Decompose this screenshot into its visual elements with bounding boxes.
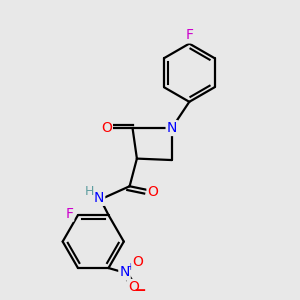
- Text: −: −: [133, 283, 146, 298]
- Text: O: O: [132, 255, 143, 269]
- Text: O: O: [128, 280, 139, 294]
- Text: O: O: [148, 185, 158, 199]
- Text: F: F: [185, 28, 193, 43]
- Text: +: +: [126, 262, 134, 272]
- Text: N: N: [94, 191, 104, 205]
- Text: N: N: [167, 121, 177, 135]
- Text: H: H: [85, 185, 94, 198]
- Text: N: N: [119, 266, 130, 279]
- Text: F: F: [65, 207, 73, 220]
- Text: O: O: [101, 121, 112, 135]
